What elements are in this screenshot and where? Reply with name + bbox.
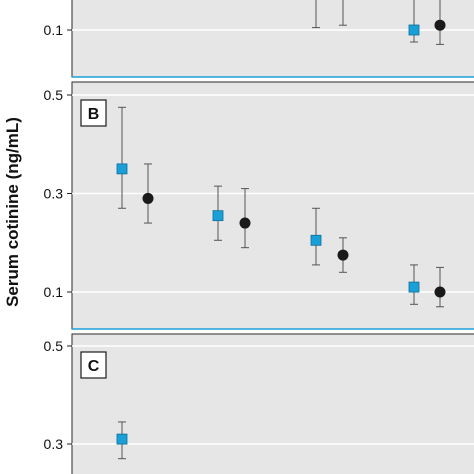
panel-background xyxy=(71,81,474,330)
data-point xyxy=(434,0,446,45)
panel-letter-box xyxy=(80,99,107,127)
data-point xyxy=(116,421,128,460)
data-point xyxy=(310,207,322,266)
y-tick-label: 0.5 xyxy=(44,338,64,354)
data-point xyxy=(337,237,349,273)
square-marker xyxy=(212,210,224,222)
circle-marker xyxy=(434,19,446,31)
square-marker xyxy=(310,234,322,246)
y-tick-label: 0.5 xyxy=(44,87,64,103)
data-point xyxy=(142,163,154,224)
data-point xyxy=(339,0,347,26)
circle-marker xyxy=(142,192,154,204)
circle-marker xyxy=(337,249,349,261)
panel-c: 0.3 0.5 C xyxy=(44,333,474,474)
data-point xyxy=(116,106,128,209)
data-point xyxy=(239,188,251,249)
data-point xyxy=(434,266,446,308)
panel-background xyxy=(71,333,474,474)
circle-marker xyxy=(239,217,251,229)
data-point xyxy=(312,0,320,29)
y-tick-label: 0.3 xyxy=(44,186,64,202)
y-tick-label: 0.1 xyxy=(44,284,64,300)
panel-letter: C xyxy=(88,358,100,375)
data-point xyxy=(408,0,420,43)
panel-letter: B xyxy=(88,106,100,123)
panel-letter-box xyxy=(80,351,107,379)
square-marker xyxy=(116,163,128,175)
square-marker xyxy=(408,24,420,36)
data-point xyxy=(408,264,420,305)
panel-a: 0.1 xyxy=(44,0,474,78)
panel-b: 0.1 0.3 0.5 B xyxy=(44,81,474,330)
y-axis-label: Serum cotinine (ng/mL) xyxy=(3,117,22,307)
circle-marker xyxy=(434,286,446,298)
y-tick-label: 0.3 xyxy=(44,436,64,452)
y-tick-label: 0.1 xyxy=(44,22,64,38)
square-marker xyxy=(408,281,420,293)
chart-panels: 0.1 0.1 0.3 0.5 B 0.3 0.5 C xyxy=(44,0,474,474)
data-point xyxy=(212,185,224,241)
square-marker xyxy=(116,433,128,445)
panel-background xyxy=(71,0,474,78)
